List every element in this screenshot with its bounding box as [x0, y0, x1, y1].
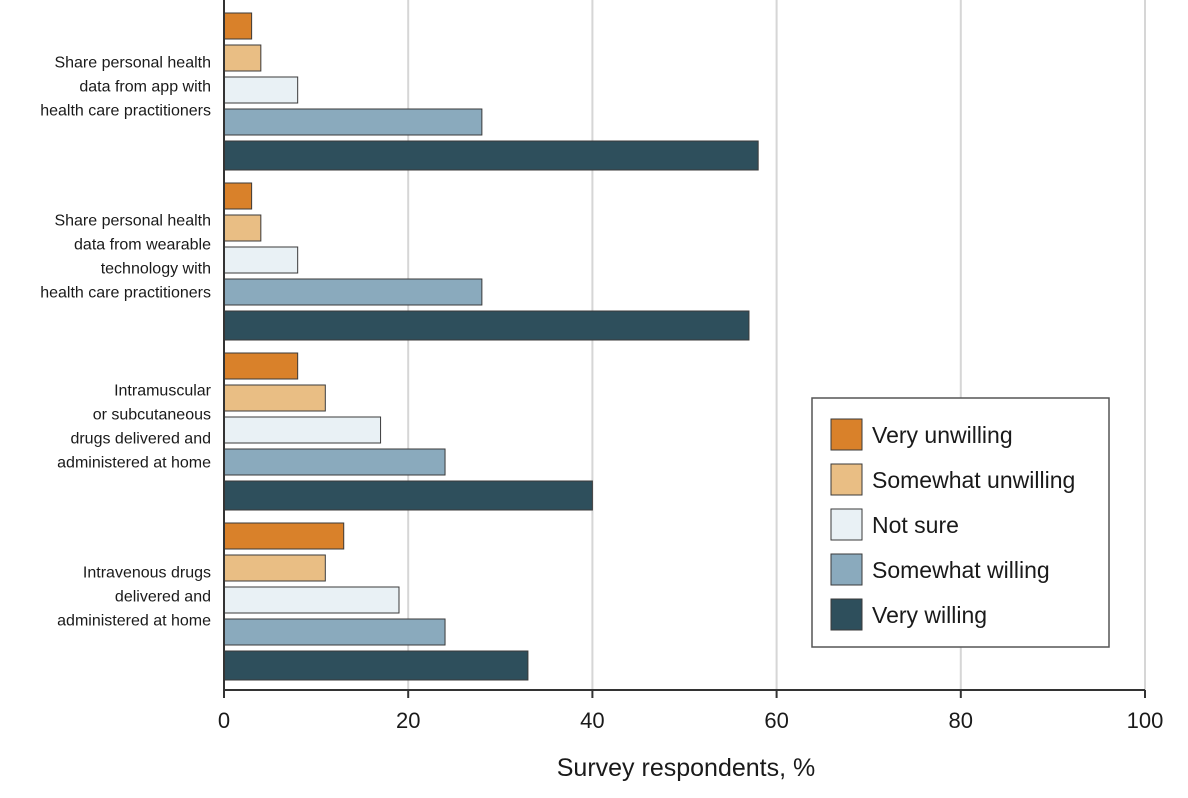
category-label-line: health care practitioners	[40, 285, 211, 302]
category-label-line: drugs delivered and	[70, 431, 211, 448]
bar	[223, 140, 759, 171]
bar	[223, 278, 483, 306]
category-label-line: delivered and	[115, 589, 211, 606]
category-label-line: administered at home	[57, 613, 211, 630]
category-label-line: data from app with	[79, 79, 211, 96]
bar	[223, 182, 253, 210]
category-label-line: Intravenous drugs	[83, 565, 211, 582]
category-label: Share personal health data from app with h…	[40, 55, 211, 120]
category-label-line: Share personal health	[54, 213, 211, 230]
bar	[223, 108, 483, 136]
bar	[223, 586, 400, 614]
bar	[223, 246, 299, 274]
category-label-line: data from wearable	[74, 237, 211, 254]
legend-label: Very unwilling	[872, 422, 1013, 448]
category-label-line: technology with	[101, 261, 211, 278]
bar	[223, 12, 253, 40]
x-tick-label: 0	[218, 708, 230, 733]
category-labels: Share personal health data from app with h…	[40, 55, 211, 630]
category-label-line: health care practitioners	[40, 103, 211, 120]
x-tick-label: 80	[949, 708, 973, 733]
legend-label: Somewhat unwilling	[872, 467, 1075, 493]
x-axis: 0 20 40 60 80 100	[218, 0, 1163, 733]
bar	[223, 44, 262, 72]
bars	[223, 12, 759, 681]
bar	[223, 554, 326, 582]
x-tick-label: 60	[764, 708, 788, 733]
category-label-line: Intramuscular	[114, 383, 212, 400]
bar	[223, 618, 446, 646]
x-tick-label: 40	[580, 708, 604, 733]
legend: Very unwilling Somewhat unwilling Not sure…	[811, 397, 1110, 648]
bar	[223, 352, 299, 380]
legend-swatch	[830, 553, 863, 586]
bar	[223, 650, 529, 681]
category-label: Intravenous drugs delivered and administer…	[57, 565, 211, 630]
legend-swatch	[830, 598, 863, 631]
bar	[223, 214, 262, 242]
legend-swatch	[830, 463, 863, 496]
bar	[223, 480, 593, 511]
bar	[223, 522, 345, 550]
legend-swatch	[830, 508, 863, 541]
bar	[223, 76, 299, 104]
x-tick-label: 20	[396, 708, 420, 733]
bar	[223, 384, 326, 412]
bar	[223, 416, 382, 444]
category-label-line: administered at home	[57, 455, 211, 472]
bar	[223, 310, 750, 341]
legend-label: Very willing	[872, 602, 987, 628]
x-axis-title: Survey respondents, %	[557, 754, 815, 782]
category-label: Intramuscular or subcutaneous drugs delive…	[57, 383, 212, 472]
category-label-line: Share personal health	[54, 55, 211, 72]
legend-label: Somewhat willing	[872, 557, 1050, 583]
legend-label: Not sure	[872, 512, 959, 538]
category-label-line: or subcutaneous	[93, 407, 211, 424]
bar	[223, 448, 446, 476]
legend-swatch	[830, 418, 863, 451]
category-label: Share personal health data from wearable t…	[40, 213, 211, 302]
x-tick-label: 100	[1127, 708, 1164, 733]
